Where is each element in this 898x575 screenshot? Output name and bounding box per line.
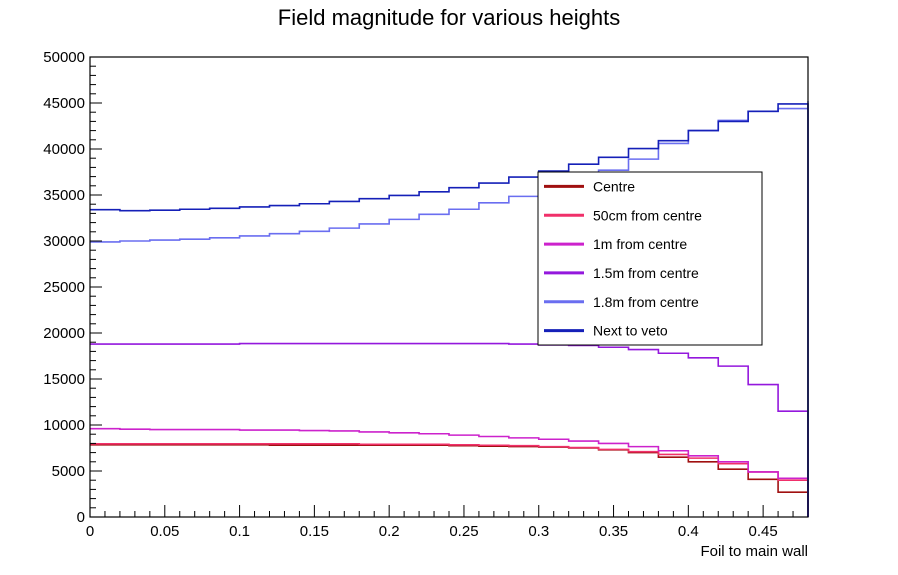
x-tick-label: 0.15 bbox=[300, 523, 329, 540]
legend-entry: Centre bbox=[593, 178, 635, 194]
y-tick-label: 30000 bbox=[43, 233, 85, 250]
x-axis-title: Foil to main wall bbox=[700, 543, 808, 560]
legend: Centre 50cm from centre 1m from centre 1.5m… bbox=[537, 171, 763, 346]
series-line-1 bbox=[90, 443, 809, 517]
chart-title: Field magnitude for various heights bbox=[278, 5, 620, 30]
legend-entry: Next to veto bbox=[593, 323, 668, 339]
x-tick-label: 0.25 bbox=[449, 523, 478, 540]
legend-entry: 1.5m from centre bbox=[593, 265, 699, 281]
y-tick-label: 25000 bbox=[43, 279, 85, 296]
series-line-2 bbox=[90, 427, 809, 517]
x-tick-label: 0.05 bbox=[150, 523, 179, 540]
axes: 0 5000 10000 15000 20000 25000 30000 35000 40000… bbox=[43, 49, 794, 540]
legend-entry: 1.8m from centre bbox=[593, 294, 699, 310]
legend-entry: 50cm from centre bbox=[593, 207, 702, 223]
x-tick-label: 0.1 bbox=[229, 523, 250, 540]
legend-entry: 1m from centre bbox=[593, 236, 687, 252]
series-line-5 bbox=[90, 103, 809, 517]
x-tick-label: 0.45 bbox=[749, 523, 778, 540]
y-tick-label: 40000 bbox=[43, 141, 85, 158]
y-tick-label: 45000 bbox=[43, 95, 85, 112]
x-tick-label: 0.35 bbox=[599, 523, 628, 540]
y-tick-label: 0 bbox=[77, 509, 85, 526]
x-tick-label: 0.2 bbox=[379, 523, 400, 540]
y-tick-label: 10000 bbox=[43, 417, 85, 434]
legend-box bbox=[537, 171, 763, 346]
y-tick-label: 20000 bbox=[43, 325, 85, 342]
y-tick-label: 5000 bbox=[52, 463, 85, 480]
y-tick-label: 50000 bbox=[43, 49, 85, 66]
y-tick-label: 15000 bbox=[43, 371, 85, 388]
x-tick-label: 0.4 bbox=[678, 523, 699, 540]
x-tick-label: 0.3 bbox=[528, 523, 549, 540]
y-tick-label: 35000 bbox=[43, 187, 85, 204]
x-tick-label: 0 bbox=[86, 523, 94, 540]
plot-series bbox=[90, 101, 809, 517]
